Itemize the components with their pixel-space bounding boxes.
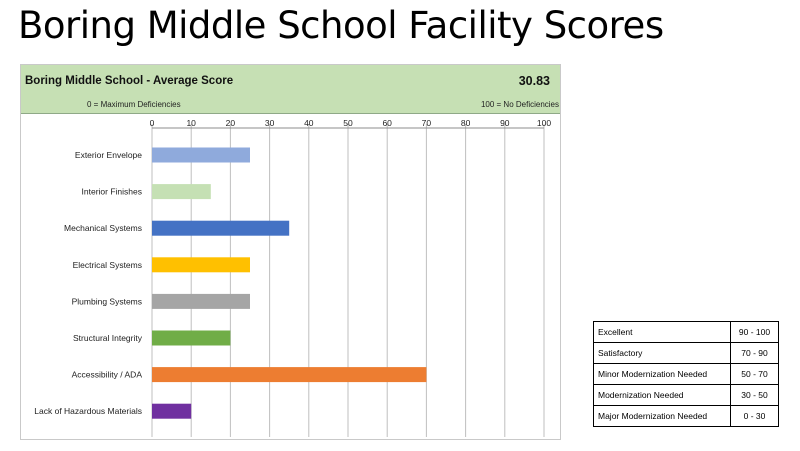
legend-score-range: 0 - 30	[730, 405, 779, 427]
legend-rating-label: Modernization Needed	[593, 384, 731, 406]
legend-rating-label: Minor Modernization Needed	[593, 363, 731, 385]
legend-rating-label: Excellent	[593, 321, 731, 343]
bar-exterior-envelope	[152, 147, 250, 163]
x-tick-label: 80	[461, 118, 471, 128]
bar-lack-of-hazardous-materials	[152, 403, 192, 419]
bar-chart: 0 10 20 30 40 50 60 70 80 90 100 Exterior Envelope I…	[34, 118, 551, 437]
scale-max-label: 100 = No Deficiencies	[480, 100, 559, 109]
y-category-label: Exterior Envelope	[75, 150, 142, 160]
legend-row: Excellent 90 - 100	[593, 321, 779, 343]
score-header: Boring Middle School - Average Score 30.…	[21, 65, 560, 114]
rating-legend-table: Excellent 90 - 100 Satisfactory 70 - 90 Mino…	[593, 321, 779, 427]
legend-row: Minor Modernization Needed 50 - 70	[593, 363, 779, 385]
legend-row: Satisfactory 70 - 90	[593, 342, 779, 364]
average-score-value: 30.83	[518, 74, 550, 88]
y-category-label: Mechanical Systems	[64, 223, 142, 233]
y-category-label: Structural Integrity	[73, 333, 143, 343]
x-tick-label: 100	[537, 118, 551, 128]
x-tick-label: 30	[265, 118, 275, 128]
x-tick-label: 60	[382, 118, 392, 128]
score-title: Boring Middle School - Average Score	[25, 75, 234, 87]
legend-rating-label: Major Modernization Needed	[593, 405, 731, 427]
x-tick-label: 40	[304, 118, 314, 128]
x-tick-label: 20	[226, 118, 236, 128]
x-tick-label: 10	[186, 118, 196, 128]
bar-interior-finishes	[152, 184, 211, 200]
bar-accessibility-ada	[152, 367, 427, 383]
slide-title: Boring Middle School Facility Scores	[18, 4, 664, 47]
x-tick-label: 0	[150, 118, 155, 128]
legend-score-range: 70 - 90	[730, 342, 779, 364]
y-category-label: Accessibility / ADA	[72, 370, 143, 380]
bar-structural-integrity	[152, 330, 231, 346]
y-category-label: Lack of Hazardous Materials	[34, 406, 142, 416]
x-tick-label: 50	[343, 118, 353, 128]
y-category-label: Interior Finishes	[82, 187, 142, 197]
x-tick-label: 70	[422, 118, 432, 128]
bar-mechanical-systems	[152, 220, 290, 236]
bar-plumbing-systems	[152, 293, 250, 309]
scale-min-label: 0 = Maximum Deficiencies	[87, 100, 181, 109]
y-category-label: Plumbing Systems	[72, 296, 142, 306]
legend-score-range: 90 - 100	[730, 321, 779, 343]
legend-rating-label: Satisfactory	[593, 342, 731, 364]
chart-frame: Boring Middle School - Average Score 30.…	[20, 64, 561, 440]
bar-electrical-systems	[152, 257, 250, 273]
legend-row: Major Modernization Needed 0 - 30	[593, 405, 779, 427]
y-category-label: Electrical Systems	[73, 260, 142, 270]
legend-row: Modernization Needed 30 - 50	[593, 384, 779, 406]
x-tick-label: 90	[500, 118, 510, 128]
legend-score-range: 30 - 50	[730, 384, 779, 406]
legend-score-range: 50 - 70	[730, 363, 779, 385]
